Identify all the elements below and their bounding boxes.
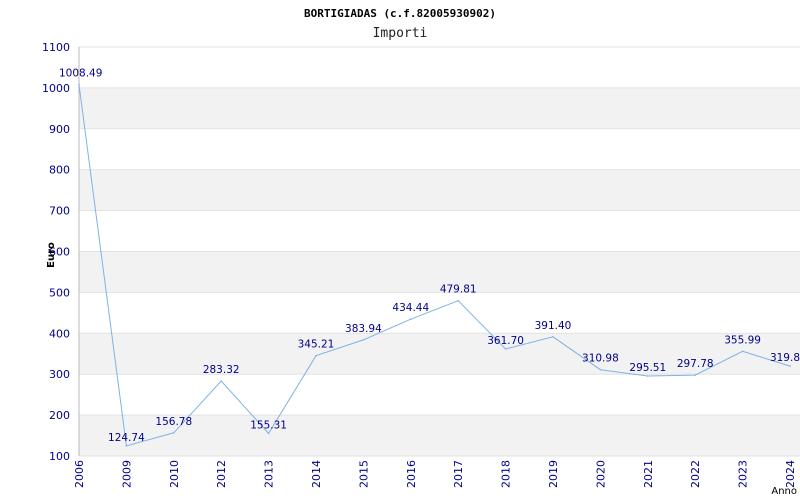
data-label: 391.40 [535, 320, 572, 332]
data-label: 310.98 [582, 353, 619, 365]
y-tick-label: 100 [49, 450, 70, 463]
data-label: 1008.49 [59, 67, 102, 79]
data-point [220, 380, 222, 382]
x-tick-label: 2023 [737, 460, 750, 488]
data-point [599, 368, 602, 371]
x-tick-label: 2016 [405, 460, 418, 488]
data-point [362, 339, 365, 341]
grid-band [79, 333, 800, 375]
grid-lines [79, 46, 800, 457]
data-label: 297.78 [677, 358, 714, 370]
data-point [267, 432, 270, 435]
data-points [78, 83, 791, 447]
x-tick-label: 2021 [642, 460, 655, 488]
y-tick-label: 1100 [42, 41, 70, 54]
data-point [315, 354, 317, 357]
data-label: 283.32 [203, 364, 240, 376]
x-tick-label: 2024 [784, 460, 797, 488]
data-labels: 1008.49 124.74 156.78 283.32 155.31 345.21 383… [59, 67, 800, 443]
x-tick-label: 2013 [263, 460, 276, 488]
data-point [457, 299, 460, 302]
y-tick-label: 300 [49, 368, 70, 381]
y-tick-label: 400 [49, 327, 70, 340]
grid-band [79, 415, 800, 456]
y-tick-label: 900 [49, 123, 70, 136]
data-label: 383.94 [345, 323, 382, 335]
grid-band [79, 169, 800, 211]
data-point [504, 348, 507, 350]
x-tick-label: 2006 [73, 460, 86, 488]
y-tick-label: 200 [49, 409, 70, 422]
data-point [647, 375, 649, 377]
data-point [552, 336, 554, 338]
x-tick-label: 2010 [168, 460, 181, 488]
data-label: 361.70 [487, 335, 524, 347]
data-label: 434.44 [392, 302, 429, 314]
data-point [173, 431, 175, 434]
y-tick-label: 1000 [42, 82, 70, 95]
x-tick-label: 2022 [689, 460, 702, 488]
x-tick-label: 2014 [310, 460, 323, 488]
y-tick-label: 800 [49, 164, 70, 177]
data-point [78, 83, 80, 86]
data-label: 319.8 [770, 352, 800, 364]
chart-title: BORTIGIADAS (c.f.82005930902) [304, 7, 496, 20]
x-axis-label: Anno [771, 486, 797, 497]
y-tick-label: 700 [49, 205, 70, 218]
data-label: 345.21 [298, 339, 335, 351]
grid-band [79, 87, 800, 129]
y-tick-labels: 100 200 300 400 500 600 700 800 900 1000 1100 [42, 41, 70, 463]
data-label: 295.51 [629, 362, 666, 374]
y-axis-label: Euro [46, 242, 57, 268]
data-label: 155.31 [250, 419, 287, 431]
y-tick-label: 600 [49, 246, 70, 259]
data-point [125, 445, 128, 447]
series-line [78, 84, 791, 447]
grid-bands [79, 87, 800, 456]
x-tick-label: 2009 [120, 460, 133, 488]
data-point [410, 318, 412, 321]
y-tick-label: 500 [49, 286, 70, 299]
data-point [694, 374, 696, 376]
x-tick-labels: 2006 2009 2010 2012 2013 2014 2015 2016 2017 2018… [73, 460, 797, 488]
chart-subtitle: Importi [373, 26, 428, 41]
grid-band [79, 251, 800, 293]
data-label: 124.74 [108, 432, 145, 444]
x-tick-label: 2012 [215, 460, 228, 488]
data-label: 479.81 [440, 284, 477, 296]
x-tick-label: 2018 [500, 460, 513, 488]
data-point [789, 365, 791, 367]
x-tick-label: 2015 [357, 460, 370, 488]
data-label: 355.99 [724, 334, 761, 346]
data-point [741, 350, 744, 353]
x-tick-label: 2019 [547, 460, 560, 488]
x-tick-label: 2017 [452, 460, 465, 488]
x-tick-label: 2020 [594, 460, 607, 488]
data-label: 156.78 [155, 416, 192, 428]
